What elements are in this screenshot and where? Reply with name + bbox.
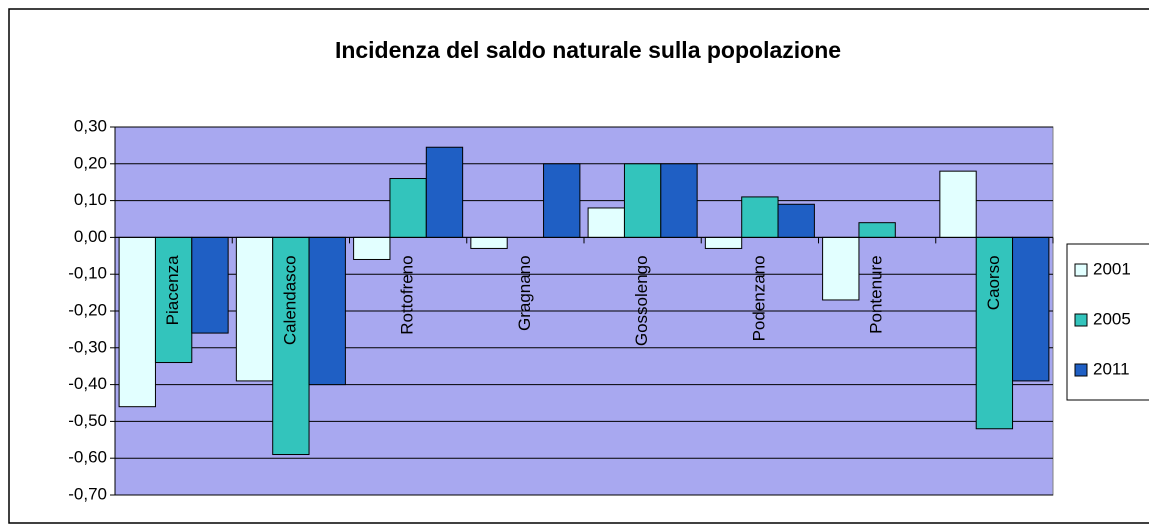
legend-label: 2005 [1093, 309, 1131, 328]
x-tick-label: Gragnano [515, 255, 534, 331]
bar [389, 178, 427, 238]
x-tick-label: Pontenure [867, 255, 886, 333]
bar [822, 236, 860, 301]
legend-label: 2001 [1093, 259, 1131, 278]
y-tick-label: 0,00 [74, 227, 107, 246]
bar [543, 163, 581, 238]
x-tick-label: Podenzano [749, 255, 768, 341]
chart-title: Incidenza del saldo naturale sulla popol… [335, 37, 841, 63]
legend-label: 2011 [1093, 359, 1130, 378]
legend-swatch [1074, 363, 1088, 377]
y-tick-label: -0,10 [68, 264, 107, 283]
y-tick-label: 0,20 [74, 153, 107, 172]
bar [191, 236, 229, 334]
bar [741, 196, 779, 238]
bar [704, 236, 743, 249]
bar [308, 236, 346, 386]
bar [235, 236, 274, 382]
bar [1012, 236, 1050, 382]
bar [353, 236, 391, 260]
legend-swatch [1074, 313, 1088, 327]
bar [118, 236, 156, 408]
bar [623, 163, 662, 238]
y-tick-label: -0,30 [68, 337, 107, 356]
x-tick-label: Calendasco [280, 255, 299, 345]
bar [587, 207, 625, 238]
x-tick-label: Caorso [984, 255, 1003, 310]
y-tick-label: -0,70 [68, 484, 107, 503]
bar [425, 146, 464, 238]
y-tick-label: 0,30 [74, 116, 107, 135]
legend-swatch [1074, 263, 1088, 277]
bar [272, 236, 310, 456]
y-tick-label: -0,60 [68, 448, 107, 467]
x-tick-label: Rottofreno [398, 255, 417, 334]
y-tick-label: -0,40 [68, 374, 107, 393]
y-tick-label: -0,20 [68, 300, 107, 319]
bar [858, 222, 896, 238]
x-tick-label: Piacenza [163, 255, 182, 325]
bar [660, 163, 698, 238]
y-tick-label: 0,10 [74, 190, 107, 209]
bar [975, 236, 1014, 430]
bar [777, 203, 815, 238]
bar [470, 236, 508, 249]
x-tick-label: Gossolengo [632, 255, 651, 346]
y-tick-label: -0,50 [68, 411, 107, 430]
bar [939, 170, 977, 238]
